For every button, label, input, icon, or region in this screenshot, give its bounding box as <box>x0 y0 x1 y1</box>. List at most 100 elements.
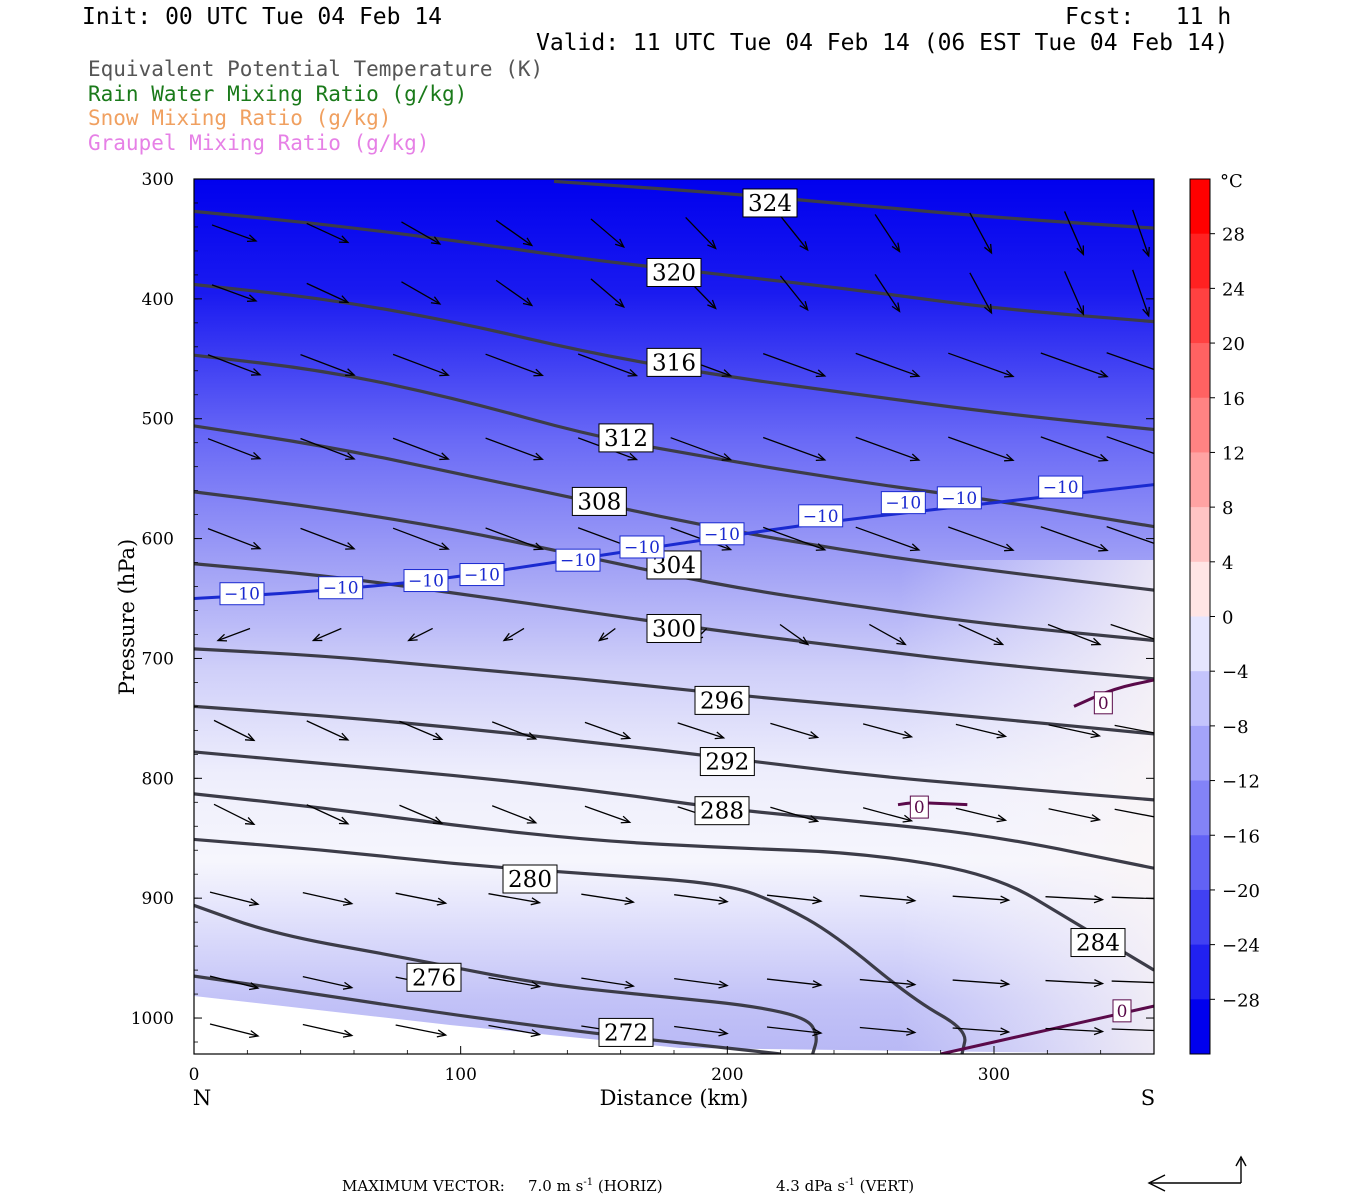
wind-vector-head <box>530 981 542 990</box>
wind-vector-head <box>1166 455 1175 462</box>
wind-vector-head <box>996 814 1008 823</box>
wind-vector <box>395 1024 446 1036</box>
wind-vector <box>213 803 255 825</box>
colorbar-bin <box>1190 780 1210 836</box>
wind-vector <box>855 352 920 377</box>
temperature-label-box <box>318 576 364 600</box>
legend-graupel: Graupel Mixing Ratio (g/kg) <box>88 131 430 155</box>
wind-vector <box>395 892 446 904</box>
colorbar-bin <box>1190 616 1210 672</box>
horiz-value: 7.0 m s <box>528 1177 584 1195</box>
wind-vector <box>207 527 261 550</box>
wind-vector-head <box>627 368 639 377</box>
wind-vector <box>213 719 255 741</box>
colorbar-label: 12 <box>1222 443 1245 464</box>
colorbar-label: −20 <box>1222 881 1260 902</box>
wind-vector-head <box>808 815 820 823</box>
vert-value: 4.3 dPa s <box>776 1177 846 1195</box>
wind-vector-head <box>502 632 514 642</box>
wind-vector-head <box>439 542 450 550</box>
wind-vector <box>948 436 1014 461</box>
colorbar-label: 4 <box>1222 553 1233 574</box>
wind-vector-head <box>345 368 356 376</box>
temperature-label: −10 <box>803 507 839 527</box>
theta-e-label: 324 <box>748 191 792 217</box>
wind-vector <box>491 721 537 740</box>
wind-vector-head <box>1090 637 1102 646</box>
wind-vector-head <box>906 1027 917 1036</box>
temperature-label: −10 <box>560 551 596 571</box>
max-vector-label: MAXIMUM VECTOR: <box>342 1177 505 1195</box>
temperature-label-box <box>403 569 449 593</box>
theta-e-label-box <box>742 188 798 218</box>
wind-vector-head <box>338 235 350 244</box>
wind-vector-head <box>614 238 626 249</box>
wind-vector-head <box>815 369 827 378</box>
x-axis-label: Distance (km) <box>600 1086 749 1110</box>
wind-vector-head <box>338 295 350 304</box>
wind-vector-head <box>439 368 450 377</box>
reference-vector-icon <box>1147 1155 1247 1192</box>
wind-vector <box>488 893 540 904</box>
wind-vector <box>869 623 906 646</box>
wind-vector-head <box>1093 895 1105 904</box>
colorbar-label: −4 <box>1222 662 1249 683</box>
wind-vector-head <box>891 302 901 313</box>
colorbar-label: 0 <box>1222 608 1233 629</box>
wind-vector-head <box>1098 543 1109 552</box>
wind-vector <box>1045 1027 1103 1033</box>
wind-vector <box>1106 525 1154 544</box>
wind-vector-head <box>526 816 538 824</box>
wind-vector <box>300 527 355 550</box>
wind-vector <box>859 1026 915 1034</box>
wind-vector <box>577 353 637 377</box>
wind-vector <box>1132 209 1150 257</box>
wind-vector <box>1114 808 1154 818</box>
wind-vector-head <box>1004 369 1015 378</box>
horiz-exponent: -1 <box>583 1177 594 1188</box>
wind-vector-head <box>1093 1027 1105 1036</box>
wind-vector <box>859 978 915 986</box>
wind-vector <box>485 437 543 460</box>
y-tick-label: 300 <box>142 170 174 190</box>
wind-vector <box>859 895 915 902</box>
wind-vector-head <box>906 895 917 905</box>
wind-vector-head <box>714 731 726 740</box>
x-tick-label: 0 <box>189 1065 200 1085</box>
theta-e-label: 276 <box>412 965 456 991</box>
vert-exponent: -1 <box>845 1177 855 1188</box>
wind-vector-head <box>999 979 1011 988</box>
wind-vector <box>211 284 257 302</box>
colorbar-bin <box>1190 944 1210 1000</box>
wind-vector-head <box>620 815 632 824</box>
wind-vector-head <box>902 814 914 823</box>
wind-vector-head <box>430 296 442 305</box>
wind-vector <box>207 354 261 376</box>
wind-vector <box>401 281 441 305</box>
wind-vector-head <box>430 236 442 245</box>
wind-vector-head <box>1004 543 1015 552</box>
wind-vector <box>1040 526 1108 552</box>
wind-vector <box>306 720 349 741</box>
colorbar-label: −28 <box>1222 990 1260 1011</box>
wind-vector-head <box>432 732 444 741</box>
wind-vector-head <box>244 733 256 742</box>
theta-e-label: 312 <box>604 426 648 452</box>
wind-vector-head <box>338 732 350 741</box>
wind-vector <box>584 805 630 823</box>
wind-vector-head <box>246 234 258 243</box>
wind-vector <box>209 975 259 989</box>
theta-e-label: 288 <box>700 799 744 825</box>
wind-vector-head <box>1161 1027 1169 1034</box>
temperature-label: −10 <box>624 538 660 558</box>
wind-vector-head <box>993 637 1005 646</box>
legend-theta-e: Equivalent Potential Temperature (K) <box>88 57 544 81</box>
wind-vector <box>598 627 616 641</box>
wind-vector-head <box>533 452 544 461</box>
wind-vector-head <box>1142 306 1150 318</box>
temperature-label-box <box>909 795 929 819</box>
colorbar-bin <box>1190 561 1210 617</box>
wind-vector <box>491 805 537 824</box>
theta-e-label: 320 <box>652 260 696 286</box>
theta-e-label-box <box>699 747 755 777</box>
